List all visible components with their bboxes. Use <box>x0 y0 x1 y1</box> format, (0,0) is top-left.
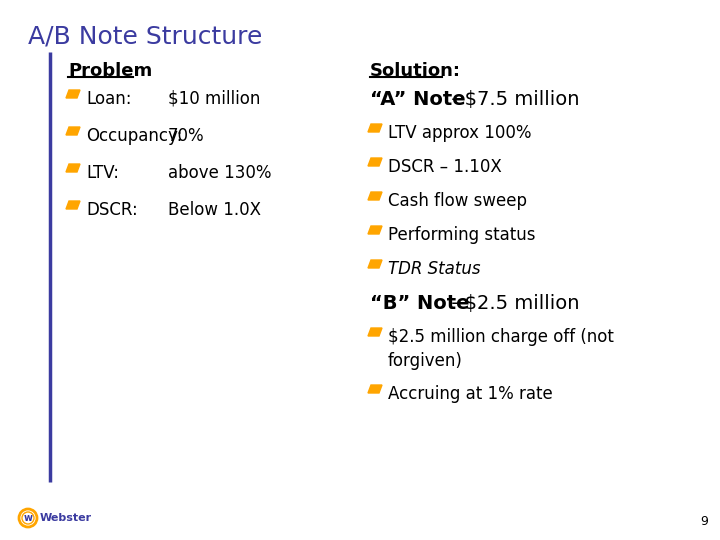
Text: DSCR:: DSCR: <box>86 201 138 219</box>
Text: 70%: 70% <box>168 127 204 145</box>
Polygon shape <box>368 260 382 268</box>
Polygon shape <box>66 201 80 209</box>
Polygon shape <box>368 124 382 132</box>
Text: w: w <box>24 513 32 523</box>
Text: Below 1.0X: Below 1.0X <box>168 201 261 219</box>
Text: above 130%: above 130% <box>168 164 271 182</box>
Text: LTV:: LTV: <box>86 164 119 182</box>
Polygon shape <box>368 385 382 393</box>
Text: “B” Note: “B” Note <box>370 294 469 313</box>
Polygon shape <box>368 328 382 336</box>
Text: LTV approx 100%: LTV approx 100% <box>388 124 531 142</box>
Text: Cash flow sweep: Cash flow sweep <box>388 192 527 210</box>
Polygon shape <box>66 90 80 98</box>
Text: $10 million: $10 million <box>168 90 261 108</box>
Text: Solution:: Solution: <box>370 62 461 80</box>
Text: - $7.5 million: - $7.5 million <box>445 90 580 109</box>
Polygon shape <box>368 226 382 234</box>
Text: Webster: Webster <box>40 513 92 523</box>
Text: $2.5 million charge off (not
forgiven): $2.5 million charge off (not forgiven) <box>388 328 614 369</box>
Text: 9: 9 <box>700 515 708 528</box>
Polygon shape <box>66 127 80 135</box>
Text: “A” Note: “A” Note <box>370 90 466 109</box>
Text: Occupancy:: Occupancy: <box>86 127 182 145</box>
Text: DSCR – 1.10X: DSCR – 1.10X <box>388 158 502 176</box>
Text: Performing status: Performing status <box>388 226 536 244</box>
Polygon shape <box>66 164 80 172</box>
Text: Loan:: Loan: <box>86 90 132 108</box>
Text: TDR Status: TDR Status <box>388 260 480 278</box>
Text: Accruing at 1% rate: Accruing at 1% rate <box>388 385 553 403</box>
Polygon shape <box>368 192 382 200</box>
Polygon shape <box>368 158 382 166</box>
Text: A/B Note Structure: A/B Note Structure <box>28 25 262 49</box>
Text: Problem: Problem <box>68 62 152 80</box>
Text: - $2.5 million: - $2.5 million <box>445 294 580 313</box>
